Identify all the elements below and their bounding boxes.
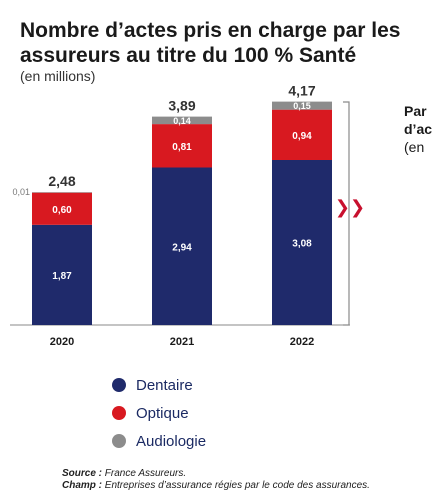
chevron-arrow-icon: ❯❯ — [335, 197, 365, 218]
legend-swatch-optique — [112, 406, 126, 420]
data-label-dentaire-2020: 1,87 — [52, 271, 72, 282]
footer-source: Source : France Assureurs. — [62, 468, 187, 479]
data-label-optique-2020: 0,60 — [52, 205, 72, 216]
side-text-line-3: (en — [404, 139, 425, 155]
bar-audiologie-2020 — [32, 192, 92, 193]
bar-optique-2021 — [152, 124, 212, 168]
x-tick-label-2022: 2022 — [290, 336, 314, 348]
legend-item-dentaire: Dentaire — [112, 371, 206, 399]
bar-optique-2022 — [272, 109, 332, 160]
range-bracket — [343, 101, 350, 326]
data-label-audiologie-2022: 0,15 — [293, 101, 311, 111]
x-tick-label-2021: 2021 — [170, 336, 194, 348]
data-label-audiologie-2021: 0,14 — [173, 116, 191, 126]
bar-dentaire-2021 — [152, 167, 212, 325]
legend-item-audiologie: Audiologie — [112, 427, 206, 455]
data-label-optique-2021: 0,81 — [172, 142, 192, 153]
data-label-optique-2022: 0,94 — [292, 131, 312, 142]
side-text-line-2: d’ac — [404, 121, 432, 137]
footer-champ: Champ : Entreprises d’assurance régies p… — [62, 480, 370, 491]
legend-label-dentaire: Dentaire — [136, 376, 193, 394]
bar-dentaire-2020 — [32, 224, 92, 325]
bar-optique-2020 — [32, 192, 92, 225]
legend: Dentaire Optique Audiologie — [112, 371, 206, 455]
legend-label-optique: Optique — [136, 404, 189, 422]
footer: Source : France Assureurs. Champ : Entre… — [62, 468, 370, 492]
total-label-2022: 4,17 — [288, 83, 315, 99]
legend-swatch-dentaire — [112, 378, 126, 392]
legend-swatch-audiologie — [112, 434, 126, 448]
legend-label-audiologie: Audiologie — [136, 432, 207, 450]
data-label-audiologie-2020: 0,01 — [12, 187, 30, 197]
total-label-2020: 2,48 — [48, 173, 75, 189]
total-label-2021: 3,89 — [168, 98, 195, 114]
stacked-bar-chart: 1,87 0,60 0,01 2,48 2020 2,94 0,81 0,14 3,89 2021… — [10, 83, 365, 348]
bar-dentaire-2022 — [272, 160, 332, 325]
side-text-line-1: Par — [404, 103, 427, 119]
bar-audiologie-2021 — [152, 116, 212, 125]
data-label-dentaire-2021: 2,94 — [172, 242, 192, 253]
bar-audiologie-2022 — [272, 101, 332, 110]
chart-title: Nombre d’actes pris en charge par les as… — [20, 19, 401, 67]
data-label-dentaire-2022: 3,08 — [292, 239, 312, 250]
x-tick-label-2020: 2020 — [50, 336, 74, 348]
chart-subtitle: (en millions) — [20, 68, 96, 84]
legend-item-optique: Optique — [112, 399, 206, 427]
